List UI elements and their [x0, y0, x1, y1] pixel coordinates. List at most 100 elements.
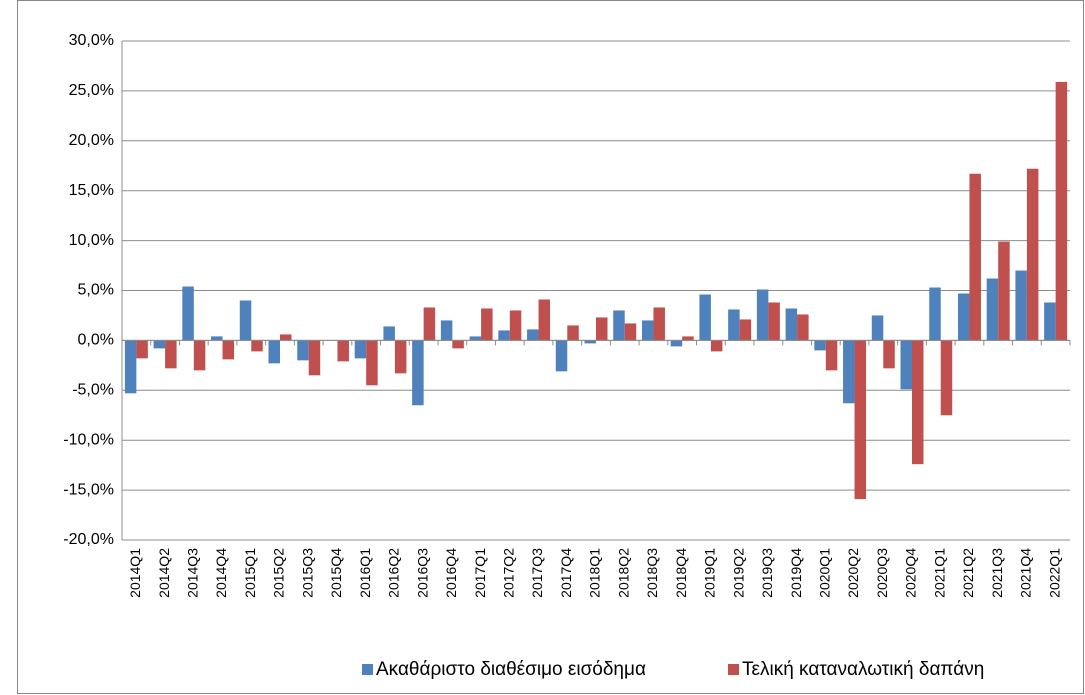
- bar: [527, 329, 539, 341]
- bar: [785, 308, 798, 341]
- x-tick-label: 2018Q2: [615, 548, 631, 598]
- x-tick-label: 2016Q3: [414, 548, 430, 598]
- bar: [555, 340, 568, 372]
- bar: [124, 340, 137, 394]
- x-tick-label: 2017Q4: [558, 548, 574, 598]
- bar: [394, 340, 407, 374]
- bar: [825, 340, 838, 371]
- bar: [239, 300, 252, 341]
- bar: [498, 330, 510, 341]
- x-tick-label: 2016Q4: [443, 548, 459, 598]
- bar: [986, 278, 999, 341]
- x-tick-label: 2019Q2: [730, 548, 746, 598]
- x-tick-label: 2016Q1: [357, 548, 373, 598]
- bar: [354, 340, 367, 359]
- bar: [843, 340, 855, 404]
- x-tick-label: 2015Q3: [299, 548, 315, 598]
- bar: [1044, 302, 1056, 341]
- bar: [481, 308, 493, 341]
- bar: [670, 340, 683, 347]
- chart-border: [17, 0, 1084, 694]
- bar: [756, 289, 769, 341]
- bar: [797, 314, 809, 341]
- bar: [1026, 168, 1039, 341]
- y-tick-label: -15,0%: [63, 481, 114, 498]
- x-tick-label: 2015Q2: [271, 548, 287, 598]
- bar: [337, 340, 349, 362]
- bar: [412, 340, 424, 406]
- y-tick-label: 0,0%: [78, 332, 114, 349]
- bar: [900, 340, 912, 390]
- x-tick-label: 2018Q4: [673, 548, 689, 598]
- x-tick-label: 2020Q1: [817, 548, 833, 598]
- bar: [222, 340, 235, 360]
- bar: [280, 334, 292, 341]
- x-tick-label: 2021Q2: [960, 548, 976, 598]
- bar: [567, 325, 579, 341]
- bar: [1015, 270, 1027, 341]
- bar: [153, 340, 166, 349]
- x-tick-label: 2016Q2: [386, 548, 402, 598]
- x-tick-label: 2014Q3: [185, 548, 201, 598]
- bar: [854, 340, 867, 500]
- bar: [1055, 81, 1068, 341]
- bar: [193, 340, 206, 371]
- bar: [596, 317, 608, 341]
- bar: [613, 310, 625, 341]
- bar: [641, 320, 654, 341]
- bar: [440, 320, 453, 341]
- x-tick-label: 2019Q4: [788, 548, 804, 598]
- x-tick-label: 2017Q2: [501, 548, 517, 598]
- bar: [699, 294, 711, 341]
- bar: [211, 336, 223, 341]
- x-tick-label: 2019Q1: [702, 548, 718, 598]
- bar: [814, 340, 826, 351]
- bar: [728, 309, 740, 341]
- x-tick-label: 2021Q1: [931, 548, 947, 598]
- x-tick-label: 2015Q4: [328, 548, 344, 598]
- bar: [969, 173, 981, 341]
- bar: [710, 340, 723, 352]
- bar: [739, 319, 752, 341]
- legend-label: Τελική καταναλωτική δαπάνη: [742, 659, 984, 680]
- bar: [366, 340, 378, 386]
- bar: [383, 326, 395, 341]
- legend-swatch: [728, 664, 739, 675]
- x-tick-label: 2017Q3: [529, 548, 545, 598]
- bar: [509, 310, 522, 341]
- bar: [998, 241, 1010, 341]
- x-tick-label: 2014Q2: [156, 548, 172, 598]
- x-tick-label: 2021Q3: [989, 548, 1005, 598]
- bar: [929, 287, 941, 341]
- x-tick-label: 2022Q1: [1046, 548, 1062, 598]
- bar: [268, 340, 280, 364]
- bar: [538, 299, 551, 341]
- x-tick-label: 2017Q1: [472, 548, 488, 598]
- bar: [912, 340, 924, 465]
- bar: [251, 340, 263, 352]
- y-tick-label: 25,0%: [69, 82, 114, 99]
- bar: [182, 286, 194, 341]
- y-tick-label: -20,0%: [63, 531, 114, 548]
- x-tick-label: 2015Q1: [242, 548, 258, 598]
- x-tick-label: 2019Q3: [759, 548, 775, 598]
- y-tick-label: 5,0%: [78, 282, 114, 299]
- x-tick-label: 2020Q4: [903, 548, 919, 598]
- x-tick-label: 2020Q3: [874, 548, 890, 598]
- y-tick-label: 15,0%: [69, 182, 114, 199]
- y-tick-label: 20,0%: [69, 132, 114, 149]
- bar: [297, 340, 309, 361]
- y-tick-label: -10,0%: [63, 431, 114, 448]
- bar: [957, 293, 970, 341]
- bar: [308, 340, 321, 376]
- y-tick-label: -5,0%: [72, 382, 114, 399]
- x-tick-label: 2020Q2: [845, 548, 861, 598]
- x-tick-label: 2018Q3: [644, 548, 660, 598]
- bar: [682, 336, 694, 341]
- bar: [423, 307, 436, 341]
- bar: [768, 302, 780, 341]
- bar: [165, 340, 177, 369]
- y-tick-label: 30,0%: [69, 32, 114, 49]
- x-tick-label: 2014Q4: [213, 548, 229, 598]
